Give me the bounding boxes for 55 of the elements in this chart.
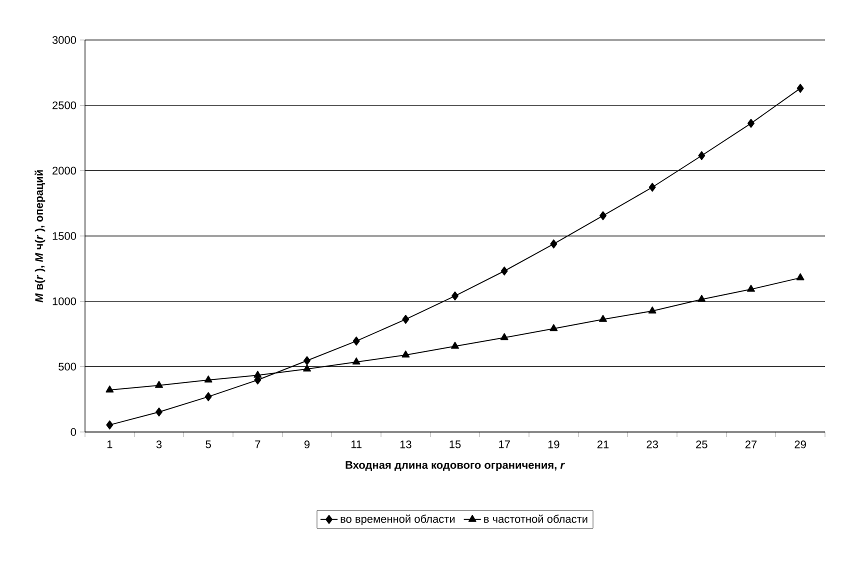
x-tick-label: 13 (400, 440, 412, 448)
legend-label: во временной области (340, 514, 455, 526)
y-tick-label: 2000 (52, 166, 76, 175)
point (550, 324, 558, 332)
y-tick-label: 500 (58, 362, 76, 371)
x-tick-label: 23 (646, 440, 658, 448)
point (303, 364, 311, 372)
x-tick-label: 11 (351, 440, 362, 448)
point (599, 314, 607, 322)
y-tick-label: 1500 (52, 232, 76, 240)
y-axis-title: M в(r ), M ч(r ), операций (34, 170, 46, 302)
x-tick-label: 15 (450, 440, 461, 448)
x-tick-label: 17 (499, 440, 510, 448)
point (402, 350, 410, 358)
point (796, 273, 804, 280)
x-tick-label: 21 (597, 440, 609, 448)
point (747, 284, 755, 292)
y-tick-label: 0 (70, 428, 76, 436)
x-tick-label: 5 (206, 440, 211, 448)
x-tick-label: 3 (156, 440, 162, 448)
point (550, 239, 558, 248)
point (600, 211, 607, 220)
point (451, 342, 459, 349)
point (156, 407, 163, 416)
point (204, 392, 212, 402)
point (304, 356, 311, 366)
point (106, 386, 114, 393)
point (155, 380, 163, 388)
legend-label: в частотной области (484, 514, 588, 523)
point (796, 84, 804, 93)
x-tick-label: 29 (794, 440, 806, 448)
point (698, 294, 706, 302)
point (352, 357, 360, 364)
point (748, 118, 755, 128)
y-tick-label: 2500 (52, 101, 76, 110)
point (106, 420, 114, 430)
point (352, 336, 360, 346)
point (452, 291, 459, 300)
x-axis-title: Входная длина кодового ограничения, r (346, 461, 565, 472)
point (402, 314, 410, 324)
x-tick-label: 7 (255, 440, 260, 448)
x-tick-label: 1 (107, 440, 112, 448)
x-tick-label: 19 (548, 440, 560, 448)
x-tick-label: 9 (304, 440, 310, 448)
point (204, 375, 212, 382)
y-tick-label: 1000 (52, 297, 76, 306)
point (254, 370, 262, 378)
point (698, 151, 706, 160)
point (648, 306, 656, 314)
y-tick-label: 3000 (52, 36, 76, 44)
point (648, 182, 656, 192)
x-tick-label: 27 (745, 440, 757, 448)
point (500, 266, 508, 276)
x-tick-label: 25 (696, 440, 708, 448)
point (500, 333, 508, 340)
